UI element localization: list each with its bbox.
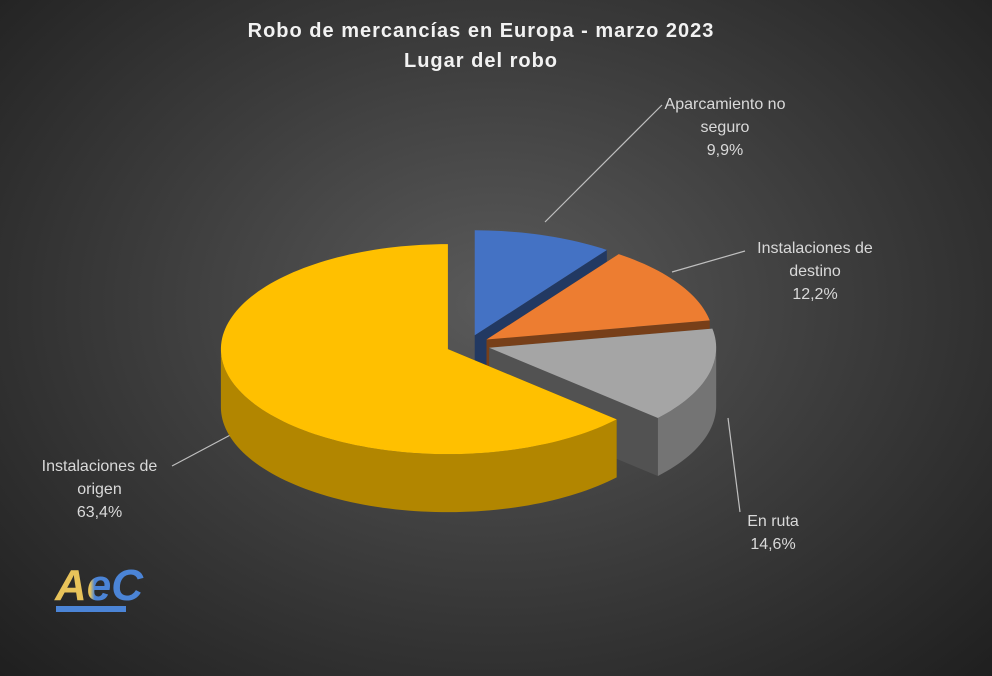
value-label: 63,4%: [76, 504, 123, 521]
category-label: En ruta: [747, 513, 799, 530]
slice: [486, 254, 710, 340]
category-label: Instalaciones de origen: [41, 458, 158, 498]
value-label: 14,6%: [750, 536, 796, 553]
chart-subtitle: Lugar del robo: [404, 50, 558, 72]
category-label: Instalaciones de destino: [757, 240, 873, 280]
leader-line: [671, 250, 746, 273]
slice: [489, 328, 717, 419]
data-label: Aparcamiento no seguro 9,9%: [645, 93, 805, 162]
logo: AeC: [54, 561, 144, 610]
leader-line: [171, 431, 237, 467]
slice-wall: [657, 347, 717, 477]
slice-wall: [220, 349, 617, 513]
data-label: En ruta 14,6%: [713, 510, 833, 556]
leader-line: [544, 104, 663, 223]
data-label: Instalaciones de destino 12,2%: [735, 237, 895, 306]
data-label: Instalaciones de origen 63,4%: [22, 455, 177, 524]
chart-title: Robo de mercancías en Europa - marzo 202…: [247, 20, 715, 42]
slice: [474, 230, 607, 336]
value-label: 12,2%: [792, 286, 838, 303]
logo-bar: [56, 606, 126, 612]
slice: [220, 244, 617, 455]
value-label: 9,9%: [706, 142, 744, 159]
category-label: Aparcamiento no seguro: [664, 96, 786, 136]
leader-line: [727, 417, 741, 513]
